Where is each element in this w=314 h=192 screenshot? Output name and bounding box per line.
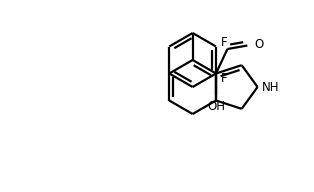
Text: O: O [254, 38, 264, 51]
Text: F: F [220, 71, 227, 84]
Text: F: F [220, 36, 227, 49]
Text: NH: NH [262, 80, 279, 94]
Text: OH: OH [207, 100, 225, 113]
